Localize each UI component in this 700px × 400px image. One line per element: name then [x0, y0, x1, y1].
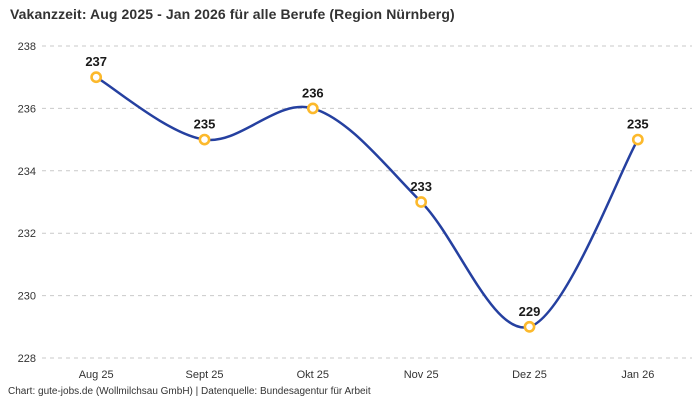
x-axis-tick-label: Nov 25	[404, 369, 439, 381]
y-axis-tick-label: 238	[18, 41, 36, 53]
data-point-marker	[90, 71, 103, 84]
data-point-marker	[631, 133, 644, 146]
data-point-value-label: 236	[302, 85, 324, 100]
chart-title: Vakanzzeit: Aug 2025 - Jan 2026 für alle…	[10, 6, 455, 22]
x-axis-tick-label: Sept 25	[186, 369, 224, 381]
y-axis-tick-label: 232	[18, 228, 36, 240]
data-point-marker	[415, 196, 428, 208]
x-axis-tick-label: Aug 25	[79, 369, 114, 381]
data-point-value-label: 229	[519, 304, 541, 319]
data-point-value-label: 237	[85, 54, 107, 69]
x-axis-tick-label: Dez 25	[512, 369, 547, 381]
data-point-value-label: 233	[410, 179, 432, 194]
data-point-marker	[523, 320, 536, 333]
x-axis-tick-label: Okt 25	[297, 369, 329, 381]
chart-footer: Chart: gute-jobs.de (Wollmilchsau GmbH) …	[8, 386, 371, 397]
data-point-value-label: 235	[194, 117, 216, 132]
y-axis-tick-label: 236	[18, 103, 36, 115]
data-point-marker	[306, 102, 319, 115]
data-point-marker	[198, 133, 211, 146]
y-axis-tick-label: 230	[18, 291, 36, 303]
y-axis-tick-label: 228	[18, 353, 36, 365]
x-axis-tick-label: Jan 26	[621, 369, 654, 381]
y-axis-tick-label: 234	[18, 166, 36, 178]
data-line	[94, 75, 640, 329]
data-point-value-label: 235	[627, 117, 649, 132]
